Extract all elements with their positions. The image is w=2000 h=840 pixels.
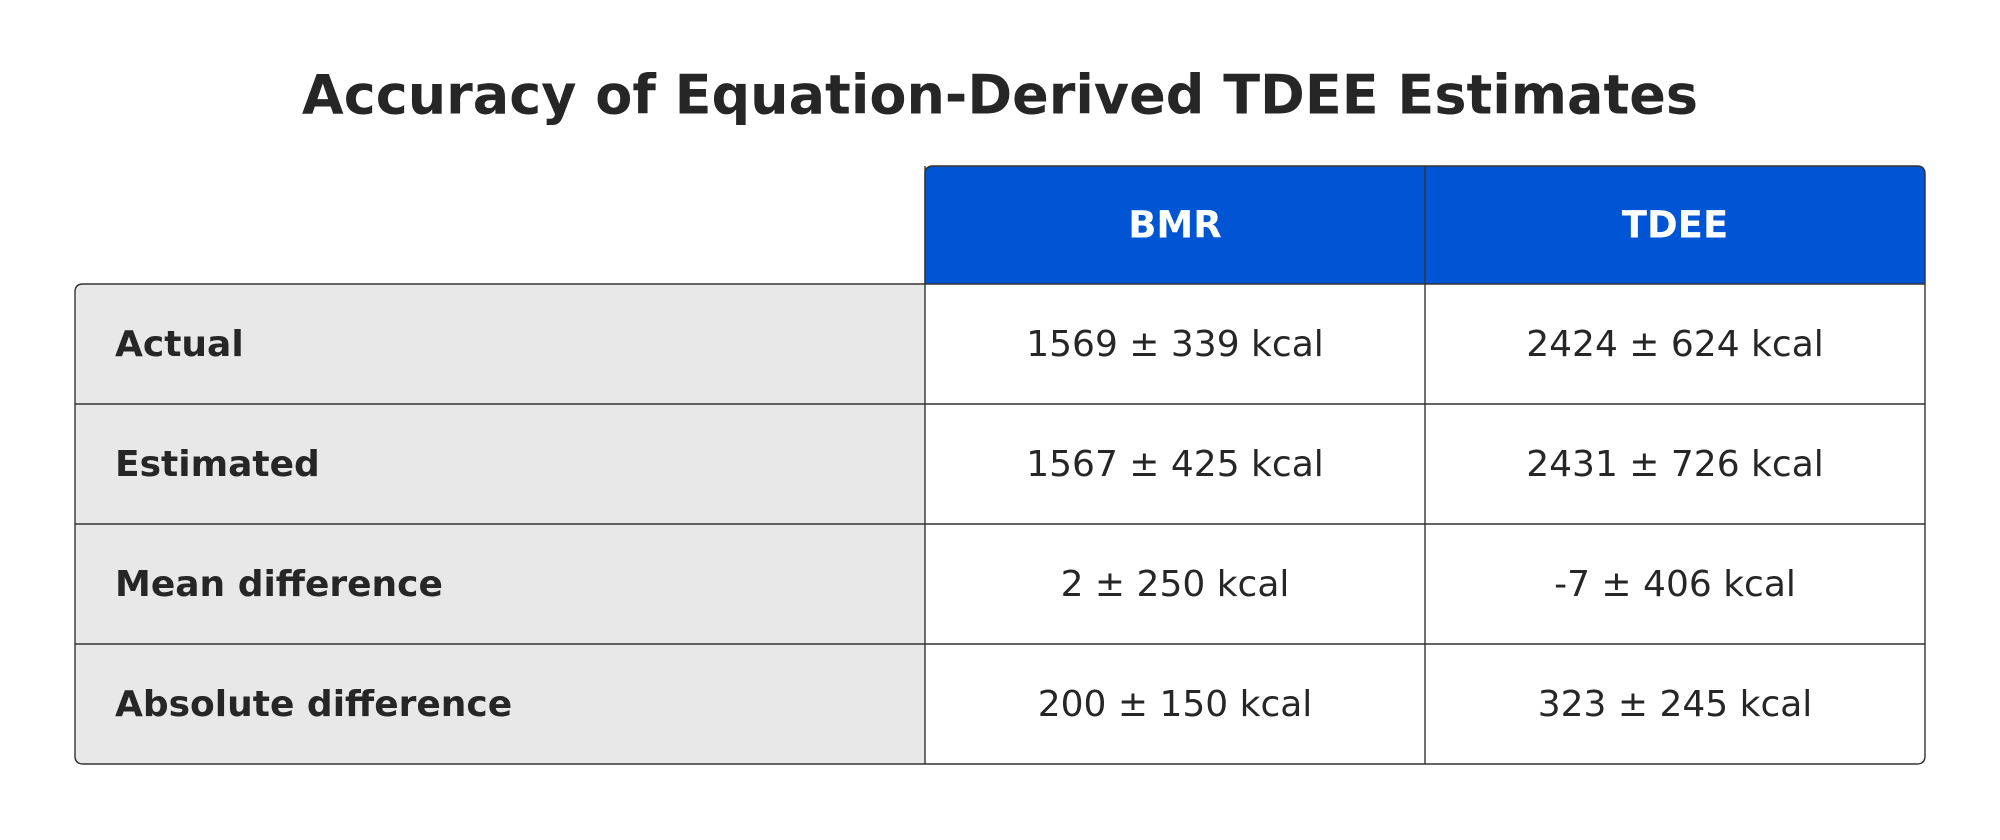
grid — [74, 165, 1926, 765]
cell-value: -7 ± 406 kcal — [1554, 564, 1796, 605]
cell-value: 323 ± 245 kcal — [1538, 684, 1813, 725]
cell-value: 2 ± 250 kcal — [1061, 564, 1290, 605]
title: Accuracy of Equation-Derived TDEE Estima… — [302, 64, 1698, 127]
cells: BMR TDEE Actual 1569 ± 339 kcal 2424 ± 624 k… — [115, 204, 1824, 726]
cell-value: 2431 ± 726 kcal — [1526, 444, 1824, 485]
row-label: Mean difference — [115, 564, 443, 605]
column-header: TDEE — [1622, 204, 1729, 247]
row-label: Absolute difference — [115, 684, 512, 725]
cell-value: 1567 ± 425 kcal — [1026, 444, 1324, 485]
cell-value: 2424 ± 624 kcal — [1526, 324, 1824, 365]
row-label: Estimated — [115, 444, 320, 485]
row-label: Actual — [115, 324, 244, 365]
cell-value: 200 ± 150 kcal — [1038, 684, 1313, 725]
column-header: BMR — [1128, 204, 1222, 247]
cell-value: 1569 ± 339 kcal — [1026, 324, 1324, 365]
outline — [74, 165, 1926, 765]
